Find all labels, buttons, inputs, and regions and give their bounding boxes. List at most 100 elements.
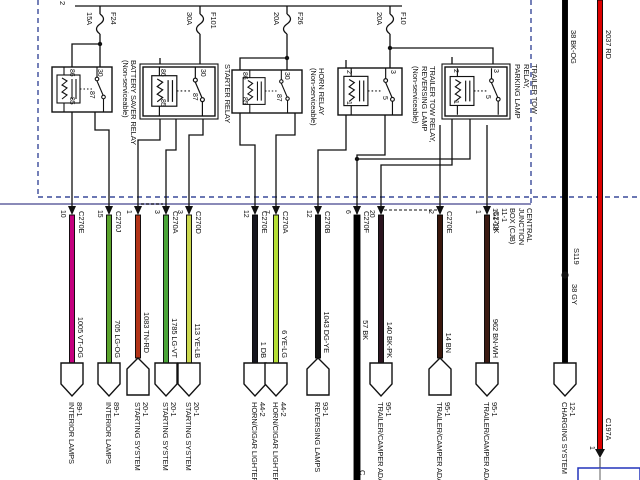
wire1-pin: 15 [96, 210, 103, 218]
wire1-connector: C270J [114, 211, 123, 233]
wire8-pin: 6 [344, 210, 351, 214]
wire-2037-rd [597, 0, 603, 451]
wire9-destination: 95-1 TRAILER/CAMPER ADAPTER [375, 402, 393, 480]
wire10-pin: 2 [427, 210, 434, 214]
wire7-destination: 93-1 REVERSING LAMPS [312, 402, 330, 473]
charging-system-destination: 12-1 CHARGING SYSTEM [559, 402, 577, 474]
wire-1785-lg-vt [163, 214, 169, 364]
wire11-pin: 1 [474, 210, 481, 214]
wire-14-bn [437, 214, 443, 359]
relay-tow-parking-label: TRAILER TOW RELAY, PARKING LAMP [513, 64, 539, 119]
fuse-f26-amps: 20A [272, 12, 281, 26]
connector-symbol-up [306, 357, 330, 396]
connector-symbol-down [60, 362, 84, 398]
wire8-connector: C270F [362, 211, 371, 234]
wire4-connector: C270D [194, 211, 203, 234]
fuse-f26-symbol [282, 13, 292, 35]
wire0-circuit: 1005 VT-OG [76, 316, 85, 358]
wire10-destination: 95-1 TRAILER/CAMPER ADAPTER [434, 402, 452, 480]
fuse-f26-name: F26 [296, 12, 305, 25]
relay5-pin-3: 3 [492, 69, 499, 73]
device-box [577, 467, 640, 480]
wire0-connector: C270E [77, 211, 86, 234]
connector-symbol-down [264, 362, 288, 398]
wire-140-bk-pk [378, 214, 384, 364]
wire9-circuit: 140 BK-PK [385, 321, 394, 358]
relay-tow-reversing-box [337, 67, 403, 116]
relay-horn-box [231, 69, 303, 114]
junction-dots [97, 41, 393, 162]
wire8-bottom-ref: C [358, 470, 367, 476]
connector-symbol-down [369, 362, 393, 398]
wire6-circuit: 6 YE-LG [280, 330, 289, 358]
wire11-circuit: 962 BN-WH [491, 318, 500, 358]
connector-symbol-down [553, 362, 577, 398]
wire-113-ye-lb [186, 214, 192, 364]
connector-symbol-down [475, 362, 499, 398]
wire5-connector: C270E [260, 211, 269, 234]
relay-battery-saver-box [51, 66, 113, 113]
rd-wire-label: 2037 RD [604, 30, 613, 59]
fuse-f10-amps: 20A [375, 12, 384, 26]
wire-962-bn-wh [484, 214, 490, 364]
wire-6-ye-lg [273, 214, 279, 364]
relay2-pin-85: 85 [159, 99, 166, 107]
relay3-pin-87: 87 [275, 94, 282, 102]
fuse-f10-symbol [385, 13, 395, 35]
wire-57-bk [353, 214, 361, 480]
wire0-destination: 89-1 INTERIOR LAMPS [66, 402, 84, 464]
connector-symbol-up [126, 357, 150, 396]
wire10-connector: C270E [445, 211, 454, 234]
relay5-pin-2: 2 [452, 69, 459, 73]
connector-symbol-down [97, 362, 121, 398]
wire-38-bk-og [562, 0, 568, 364]
relay3-pin-85: 85 [241, 97, 248, 105]
c197a-connector-label: C197A [604, 418, 613, 441]
relay5-pin-5: 5 [484, 95, 491, 99]
relay-battery-saver-label: BATTERY SAVER RELAY (Non-serviceable) [120, 60, 138, 145]
wire7-connector: C270B [323, 211, 332, 234]
relay-symbol-tow-parking [449, 67, 501, 116]
relay4-pin-2: 2 [345, 70, 352, 74]
bk-og-wire-label: 38 BK-OG [569, 30, 578, 64]
wire-1-db [252, 214, 258, 364]
wire2-pin: 1 [125, 210, 132, 214]
relay-starter-box [142, 66, 216, 117]
connector-symbol-up [428, 357, 452, 396]
wire7-circuit: 1043 DG-YE [322, 311, 331, 353]
wire5-pin: 12 [242, 210, 249, 218]
wire11-connector: C270K [492, 211, 501, 234]
fuse-f101-amps: 30A [185, 12, 194, 26]
fuse-f24-symbol [95, 13, 105, 35]
splice-s119-label: S119 [572, 248, 581, 265]
relay1-pin-85: 85 [68, 97, 75, 105]
relay-horn-label: HORN RELAY (Non-serviceable) [308, 68, 326, 126]
fuse-f24-name: F24 [109, 12, 118, 25]
relay5-pin-1: 1 [452, 100, 459, 104]
relay2-pin-30: 30 [199, 69, 206, 77]
wire1-circuit: 705 LG-OG [113, 320, 122, 358]
connector-symbol-down [177, 362, 201, 398]
fuse-f24-amps: 15A [85, 12, 94, 26]
bus-and-feeder-lines [71, 5, 494, 214]
relay-starter-outer-box [139, 63, 219, 120]
splice-s119-dot [561, 271, 569, 279]
c197a-pin: 1 [588, 446, 595, 450]
wire4-circuit: 113 YE-LB [193, 323, 202, 358]
relay-starter-label: STARTER RELAY [223, 64, 232, 124]
wire3-connector: C270A [171, 211, 180, 234]
wire-1043-dg-ye [315, 214, 321, 359]
wire1-destination: 89-1 INTERIOR LAMPS [103, 402, 121, 464]
connector-arrows [68, 206, 491, 215]
wire4-destination: 20-1 STARTING SYSTEM [183, 402, 201, 471]
relay1-pin-30: 30 [96, 69, 103, 77]
fuse-f101-symbol [195, 13, 205, 35]
wire-1083-tn-rd [135, 214, 141, 359]
relay-tow-parking-box [444, 66, 508, 117]
fuse-f10-name: F10 [399, 12, 408, 25]
relay4-pin-5: 5 [381, 96, 388, 100]
relay1-pin-87: 87 [88, 91, 95, 99]
fuse-f101-name: F101 [209, 12, 218, 29]
wire2-circuit: 1083 TN-RD [142, 312, 151, 353]
connector-row-jumpers [141, 203, 437, 211]
